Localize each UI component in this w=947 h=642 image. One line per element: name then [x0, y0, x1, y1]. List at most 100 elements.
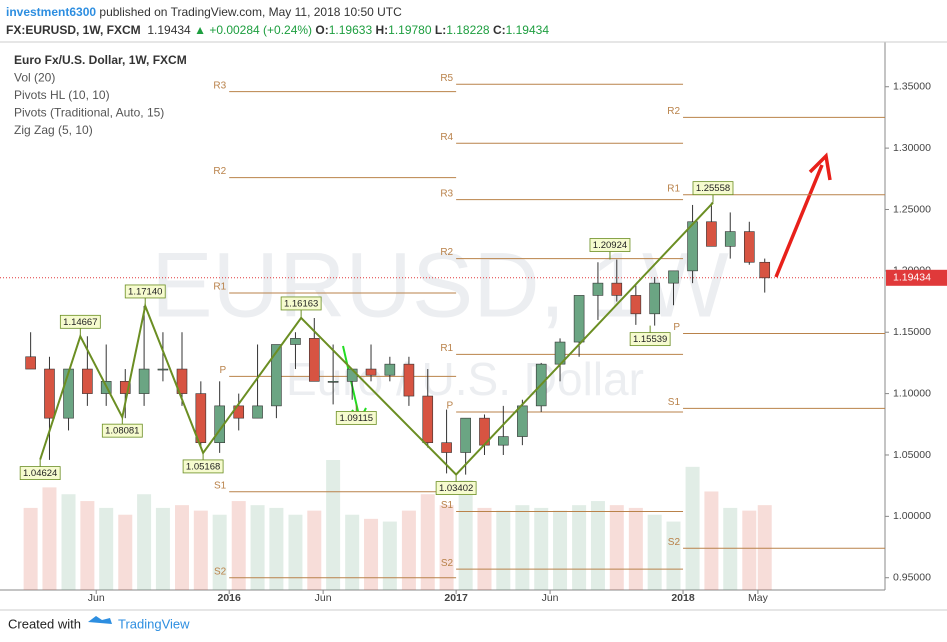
ohlc-label: C:: [492, 23, 506, 37]
volume-bar: [137, 494, 152, 590]
pivot-label: R1: [213, 282, 226, 293]
ohlc: O:1.19633 H:1.19780 L:1.18228 C:1.19434: [315, 23, 549, 37]
candle-body: [724, 231, 736, 247]
volume-bar: [212, 514, 227, 590]
y-tick-label: 1.15000: [893, 326, 931, 338]
last-price-label: 1.19434: [893, 272, 931, 284]
published: published on TradingView.com, May 11, 20…: [99, 5, 402, 19]
volume-bar: [382, 521, 397, 590]
ohlc-label: O:: [315, 23, 329, 37]
volume-bar: [590, 501, 605, 590]
volume-bar: [742, 510, 757, 590]
watermark-sub: Euro / U.S. Dollar: [286, 353, 644, 405]
pivot-label: S2: [441, 558, 454, 569]
candle-body: [25, 356, 36, 370]
candle-body: [630, 295, 642, 315]
watermark: EURUSD, 1W: [151, 234, 729, 336]
indicator-name: Vol (20): [14, 71, 55, 85]
symbol: FX:EURUSD, 1W, FXCM: [6, 23, 141, 37]
candle-body: [138, 368, 150, 394]
hl-label: 1.03402: [439, 483, 473, 494]
x-tick-label: Jun: [88, 592, 105, 604]
candle-body: [573, 295, 585, 343]
volume-bar: [685, 466, 700, 590]
volume-bar: [42, 487, 57, 590]
pivot-label: R3: [440, 188, 453, 199]
volume-bar: [628, 507, 643, 590]
volume-bar: [757, 505, 772, 590]
header: investment6300 published on TradingView.…: [6, 3, 549, 39]
hl-label: 1.16163: [284, 298, 318, 309]
volume-bar: [515, 505, 530, 590]
candle-body: [63, 368, 74, 419]
pivot-label: R2: [667, 106, 680, 117]
footer-created: Created with: [8, 616, 81, 631]
hl-label-box: [19, 466, 61, 480]
volume-bar: [23, 507, 38, 590]
hl-label-box: [101, 423, 143, 438]
pivot-label: R1: [667, 183, 680, 194]
hl-label-box: [124, 284, 166, 299]
user[interactable]: investment6300: [6, 5, 97, 19]
x-tick-label: Jun: [315, 592, 332, 604]
footer-brand[interactable]: TradingView: [118, 616, 190, 631]
candle-body: [759, 261, 771, 279]
change: +0.00284 (+0.24%): [209, 23, 313, 37]
volume-bar: [231, 501, 246, 590]
annotation-arrow-head: [808, 152, 832, 181]
volume-bar: [269, 507, 284, 590]
candle-body: [252, 405, 263, 419]
candle-body: [668, 270, 679, 284]
x-tick-label: 2016: [218, 592, 242, 604]
candle-body: [592, 282, 604, 296]
hl-label-box: [692, 181, 734, 196]
x-tick-label: May: [748, 592, 769, 604]
up-arrow: ▲: [194, 23, 206, 37]
volume-bar: [439, 505, 454, 590]
zigzag-line: [39, 201, 714, 477]
pivot-label: S2: [214, 566, 227, 577]
pivot-label: P: [220, 365, 227, 376]
indicator-name: Pivots HL (10, 10): [14, 88, 110, 102]
ohlc-value: 1.19780: [388, 23, 432, 37]
volume-bar: [193, 510, 208, 590]
quote-line: FX:EURUSD, 1W, FXCM 1.19434 ▲ +0.00284 (…: [6, 21, 549, 39]
hl-label: 1.20924: [593, 240, 627, 251]
candle-body: [649, 282, 660, 315]
volume-bar: [666, 521, 681, 590]
hl-label-box: [280, 296, 322, 311]
volume-bar: [174, 505, 189, 590]
candle-body: [44, 368, 55, 419]
hl-label-box: [629, 332, 671, 347]
volume-bar: [364, 518, 379, 590]
volume-bar: [307, 510, 322, 590]
candle-body: [422, 395, 434, 444]
volume-bar: [496, 510, 511, 590]
candle-body: [403, 363, 415, 397]
hl-label-box: [589, 238, 631, 252]
hl-label-box: [435, 481, 477, 495]
ohlc-label: H:: [375, 23, 389, 37]
y-tick-label: 1.25000: [893, 203, 931, 215]
plot-bg: [0, 45, 885, 590]
candle-body: [611, 282, 623, 296]
volume-bar: [572, 505, 587, 590]
volume-bar: [288, 514, 303, 590]
x-tick-label: Jun: [542, 592, 559, 604]
volume-bar: [345, 514, 360, 590]
last-price-tag: [886, 269, 947, 286]
legend: Euro Fx/U.S. Dollar, 1W, FXCM Vol (20) Piv…: [14, 53, 187, 137]
ohlc-value: 1.19633: [328, 23, 373, 37]
volume-bar: [326, 460, 341, 590]
hl-label: 1.05168: [186, 461, 220, 472]
candle-body: [441, 442, 452, 453]
y-tick-label: 0.95000: [893, 572, 931, 584]
volume-bar: [704, 491, 719, 590]
volume-bar: [118, 514, 133, 590]
pivot-label: R2: [213, 166, 226, 177]
y-tick-label: 1.35000: [893, 81, 931, 93]
volume-bar: [647, 514, 662, 590]
volume-bar: [723, 507, 738, 590]
volume-bar: [534, 507, 549, 590]
